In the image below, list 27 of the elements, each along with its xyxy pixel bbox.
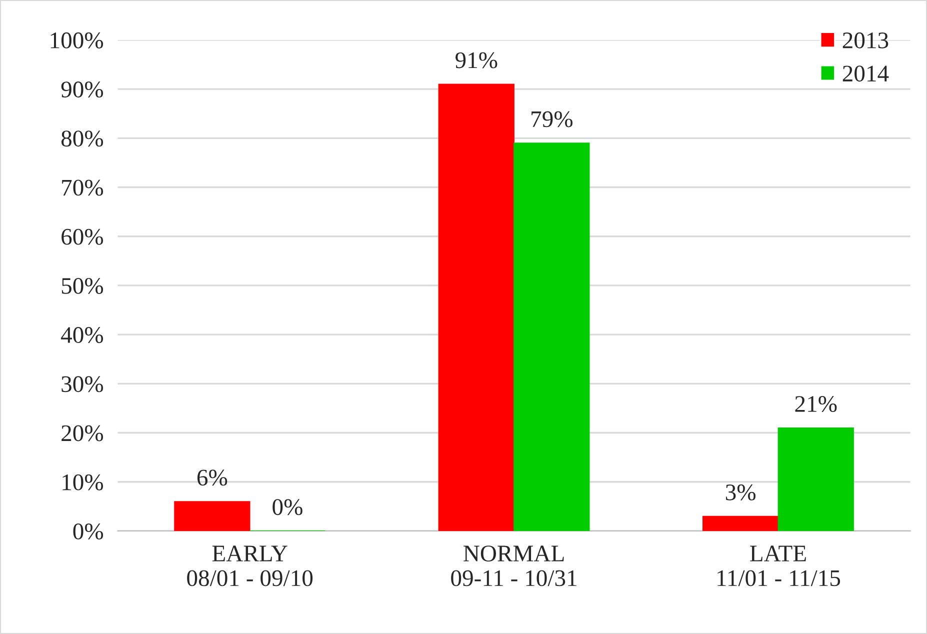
bar (174, 501, 250, 531)
y-tick-label: 30% (62, 376, 104, 392)
y-tick-label: 80% (61, 130, 104, 147)
bar (702, 516, 779, 531)
y-tick-label: 20% (62, 425, 104, 442)
legend-label: 2013 (842, 32, 888, 48)
y-tick-label: 50% (62, 278, 104, 294)
y-tick-label: 100% (50, 32, 104, 48)
y-tick-label: 0% (73, 523, 104, 540)
bar (514, 142, 590, 531)
legend-label: 2014 (842, 66, 889, 82)
y-tick-label: 40% (61, 327, 104, 344)
x-tick-label: NORMAL 09-11 - 10/31 (451, 546, 576, 586)
y-tick-label: 90% (61, 82, 104, 98)
y-tick-label: 70% (62, 180, 104, 196)
x-tick-label: EARLY 08/01 - 09/10 (187, 546, 313, 586)
data-label: 21% (795, 396, 837, 412)
bar (778, 427, 854, 531)
y-tick-label: 60% (62, 228, 104, 245)
data-label: 3% (726, 484, 756, 500)
data-label: 79% (532, 111, 573, 128)
data-label: 0% (272, 499, 302, 516)
data-label: 6% (197, 470, 228, 486)
data-label: 91% (455, 52, 498, 68)
x-tick-label: LATE 11/01 - 11/15 (718, 546, 840, 586)
bar (438, 84, 514, 531)
y-tick-label: 10% (62, 474, 104, 490)
